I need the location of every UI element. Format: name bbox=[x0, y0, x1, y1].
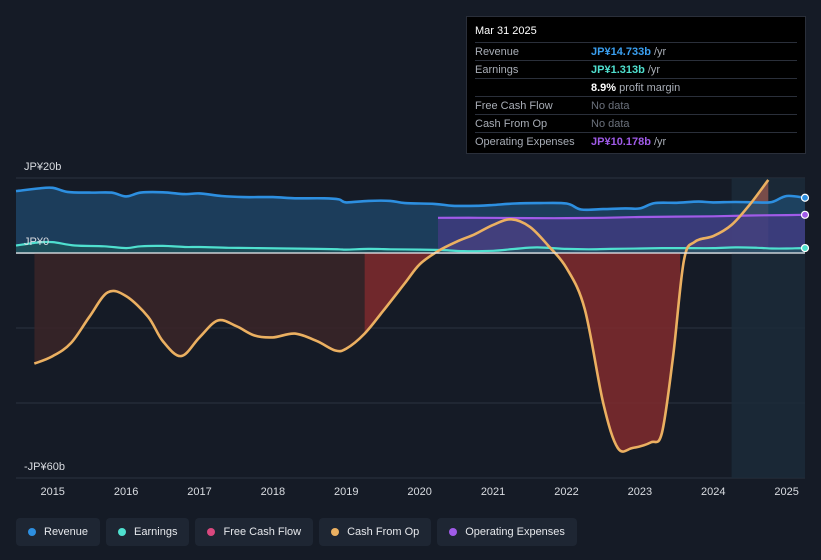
x-axis-tick-label: 2017 bbox=[187, 486, 211, 498]
tooltip-row-unit: /yr bbox=[653, 135, 667, 148]
x-axis-tick-label: 2022 bbox=[554, 486, 578, 498]
legend-item-operating-expenses[interactable]: Operating Expenses bbox=[437, 518, 577, 546]
legend-label: Cash From Op bbox=[347, 526, 420, 538]
earnings-end-marker bbox=[800, 243, 810, 253]
tooltip-row: 8.9% profit margin bbox=[475, 78, 797, 96]
legend-dot-icon bbox=[331, 528, 340, 536]
cash-from-op-negative-fill bbox=[364, 253, 439, 334]
tooltip-row-value: JP¥14.733b bbox=[591, 45, 651, 58]
tooltip-row-unit: /yr bbox=[647, 63, 661, 76]
tooltip-row-unit: /yr bbox=[653, 45, 667, 58]
earnings-area-fill bbox=[16, 241, 805, 253]
legend-dot-icon bbox=[207, 528, 216, 536]
legend-label: Earnings bbox=[134, 526, 178, 538]
tooltip-panel: Mar 31 2025 Revenue JP¥14.733b/yr Earnings… bbox=[466, 16, 806, 154]
legend-dot-icon bbox=[118, 528, 127, 536]
operating-expenses-area-fill bbox=[438, 214, 805, 253]
x-axis-tick-label: 2020 bbox=[407, 486, 431, 498]
tooltip-row-value: No data bbox=[591, 117, 630, 130]
operating-expenses-end-marker bbox=[800, 210, 810, 219]
tooltip-row: Operating Expenses JP¥10.178b/yr bbox=[475, 132, 797, 150]
legend-item-free-cash-flow[interactable]: Free Cash Flow bbox=[195, 518, 314, 546]
chart-canvas: JP¥20b JP¥0 -JP¥60b 2015 2016 2017 2018 2019 202… bbox=[15, 161, 810, 498]
x-axis-tick-label: 2023 bbox=[628, 486, 652, 498]
legend: Revenue Earnings Free Cash Flow Cash From O… bbox=[16, 518, 577, 546]
legend-item-earnings[interactable]: Earnings bbox=[106, 518, 190, 546]
tooltip-row: Earnings JP¥1.313b/yr bbox=[475, 60, 797, 78]
cash-from-op-negative-fill bbox=[34, 253, 365, 364]
revenue-line bbox=[15, 186, 806, 212]
tooltip-row-label: Free Cash Flow bbox=[475, 99, 553, 112]
x-axis-tick-label: 2019 bbox=[334, 486, 358, 498]
tooltip-row-label: Cash From Op bbox=[475, 117, 548, 130]
tooltip-row: Revenue JP¥14.733b/yr bbox=[475, 42, 797, 60]
cash-from-op-negative-fill bbox=[544, 253, 681, 452]
tooltip-row-unit: profit margin bbox=[619, 81, 681, 94]
legend-label: Operating Expenses bbox=[465, 526, 565, 538]
y-axis-label-zero: JP¥0 bbox=[24, 236, 49, 248]
cash-from-op-line bbox=[33, 179, 770, 453]
tooltip-row: Free Cash Flow No data bbox=[475, 96, 797, 114]
x-axis-tick-label: 2015 bbox=[40, 486, 64, 498]
revenue-end-marker bbox=[800, 193, 810, 202]
tooltip-row-label: Revenue bbox=[475, 45, 520, 58]
legend-label: Revenue bbox=[44, 526, 89, 538]
tooltip-date: Mar 31 2025 bbox=[475, 25, 537, 37]
tooltip-row-value: JP¥10.178b bbox=[591, 135, 651, 148]
x-axis-tick-label: 2018 bbox=[261, 486, 285, 498]
legend-item-revenue[interactable]: Revenue bbox=[16, 518, 101, 546]
legend-dot-icon bbox=[28, 528, 36, 536]
x-axis-tick-label: 2021 bbox=[481, 486, 505, 498]
x-axis-tick-label: 2025 bbox=[774, 486, 798, 498]
tooltip-row-label: Operating Expenses bbox=[475, 135, 575, 148]
x-axis-tick-label: 2016 bbox=[114, 486, 138, 498]
tooltip-row-value: No data bbox=[591, 99, 630, 112]
operating-expenses-line bbox=[437, 213, 806, 220]
legend-dot-icon bbox=[449, 528, 458, 536]
tooltip-row: Cash From Op No data bbox=[475, 114, 797, 132]
legend-label: Free Cash Flow bbox=[223, 526, 302, 538]
y-axis-label-top: JP¥20b bbox=[24, 161, 61, 173]
tooltip-row-label: Earnings bbox=[475, 63, 519, 76]
y-axis-label-bottom: -JP¥60b bbox=[24, 461, 65, 473]
x-axis-tick-label: 2024 bbox=[701, 486, 725, 498]
tooltip-row-value: JP¥1.313b bbox=[591, 63, 645, 76]
legend-item-cash-from-op[interactable]: Cash From Op bbox=[319, 518, 432, 546]
tooltip-row-value: 8.9% bbox=[591, 81, 617, 94]
